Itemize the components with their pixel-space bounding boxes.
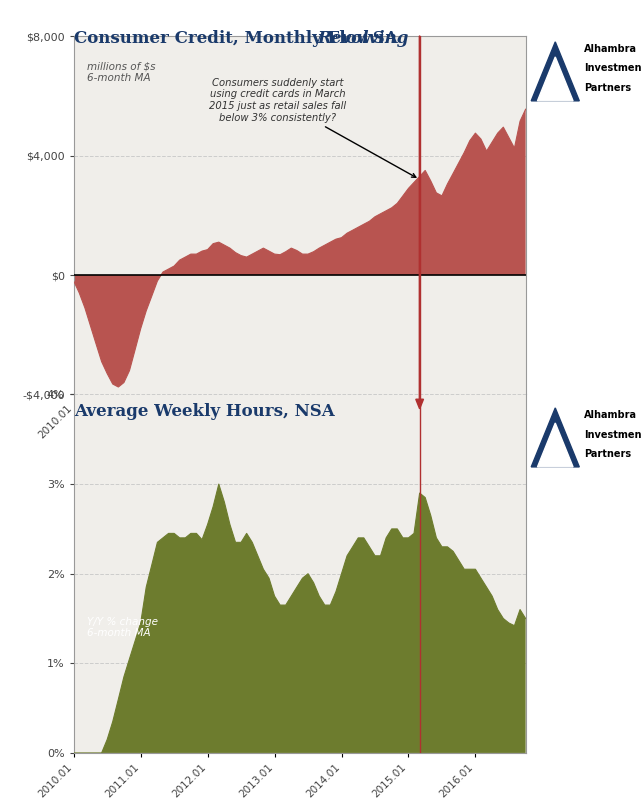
Text: Alhambra: Alhambra xyxy=(584,44,637,54)
Polygon shape xyxy=(531,408,579,467)
Text: Consumer Credit, Monthly Flow: Consumer Credit, Monthly Flow xyxy=(74,30,376,46)
Text: millions of $s
6-month MA: millions of $s 6-month MA xyxy=(87,61,156,83)
Text: Investment: Investment xyxy=(584,63,641,74)
Text: Partners: Partners xyxy=(584,449,631,459)
Text: Consumers suddenly start
using credit cards in March
2015 just as retail sales f: Consumers suddenly start using credit ca… xyxy=(210,78,416,177)
Text: Alhambra: Alhambra xyxy=(584,410,637,420)
Polygon shape xyxy=(537,57,573,101)
Text: Investment: Investment xyxy=(584,429,641,440)
Text: SA: SA xyxy=(367,30,398,46)
Polygon shape xyxy=(531,42,579,101)
Text: Revolving: Revolving xyxy=(317,30,409,46)
Text: Y/Y % change
6-month MA: Y/Y % change 6-month MA xyxy=(87,617,158,638)
Text: Average Weekly Hours, NSA: Average Weekly Hours, NSA xyxy=(74,403,335,420)
Polygon shape xyxy=(537,423,573,467)
Text: Partners: Partners xyxy=(584,83,631,93)
